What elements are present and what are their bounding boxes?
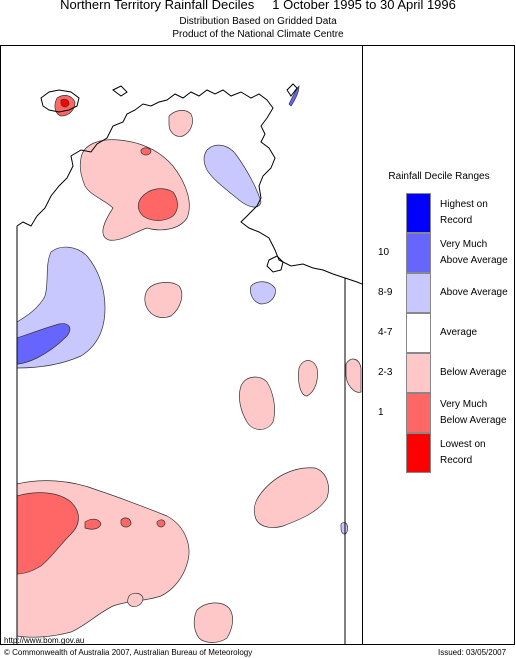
copyright-notice: © Commonwealth of Australia 2007, Austra…: [4, 648, 253, 657]
legend-label: Lowest on Record: [440, 439, 486, 466]
below-average-region-southeast-edge: [345, 358, 362, 393]
groote-eylandt: [266, 255, 284, 273]
very-much-below-average-regions: [16, 95, 178, 575]
below-average-region-south-east: [253, 467, 329, 528]
bathurst-melville-islands: [40, 89, 80, 113]
below-average-region-north-coast: [168, 110, 193, 137]
legend-swatch: [406, 353, 431, 393]
very-much-below-region-southwest: [16, 492, 79, 575]
very-much-below-region-south-c: [156, 519, 166, 528]
legend-swatch: [406, 233, 431, 273]
very-much-above-region-west: [16, 323, 71, 365]
legend-swatch: [406, 193, 431, 233]
legend-label: Average: [440, 327, 478, 338]
below-average-region-east-small: [144, 282, 183, 318]
legend-label: Above Average: [440, 287, 508, 298]
rainfall-decile-map: [16, 83, 362, 644]
legend-swatch: [406, 313, 431, 353]
coastal-islands-north: [112, 83, 298, 97]
map-title: Northern Territory Rainfall Deciles 1 Oc…: [60, 0, 456, 12]
below-average-regions: [16, 110, 362, 643]
very-much-below-region-south-a: [84, 518, 102, 530]
very-much-below-region-south-b: [120, 517, 132, 528]
legend-decile-code: 2-3: [378, 367, 393, 378]
lowest-on-record-region-north-tip: [60, 98, 70, 108]
legend-label: Below Average: [440, 367, 507, 378]
legend-decile-code: 4-7: [378, 327, 393, 338]
coastline: [16, 89, 362, 285]
legend-divider: [362, 45, 363, 645]
legend-decile-code: 8-9: [378, 287, 393, 298]
legend-swatch: [406, 393, 431, 433]
below-average-region-central: [239, 376, 275, 430]
legend-label: Highest on Record: [440, 199, 488, 226]
below-average-region-north-central: [79, 139, 190, 241]
map-subtitle-method: Distribution Based on Gridded Data: [179, 16, 337, 27]
issued-date: Issued: 03/05/2007: [438, 648, 507, 657]
very-much-below-region-north-small: [140, 147, 152, 156]
very-much-above-region-north-island: [288, 85, 300, 107]
legend-label: Very Much Above Average: [440, 239, 508, 266]
legend-label: Very Much Below Average: [440, 399, 507, 426]
above-average-region-east: [250, 281, 276, 305]
map-frame: [0, 45, 515, 645]
lowest-on-record-regions: [60, 98, 70, 108]
above-average-region-north: [203, 144, 262, 208]
below-average-region-south-small: [127, 592, 144, 607]
source-url[interactable]: http://www.bom.gov.au: [4, 636, 85, 645]
map-subtitle-producer: Product of the National Climate Centre: [172, 29, 344, 40]
below-average-region-east-central: [298, 360, 318, 397]
legend-swatch: [406, 433, 431, 473]
below-average-region-south: [193, 602, 233, 643]
legend-decile-code: 1: [378, 407, 384, 418]
very-much-below-region-north: [137, 188, 178, 221]
above-average-region-east-edge: [340, 522, 348, 535]
legend-decile-code: 10: [378, 247, 390, 258]
legend-title: Rainfall Decile Ranges: [388, 171, 490, 182]
legend-swatch: [406, 273, 431, 313]
territory-boundary: [16, 83, 362, 644]
very-much-above-average-regions: [16, 85, 300, 365]
